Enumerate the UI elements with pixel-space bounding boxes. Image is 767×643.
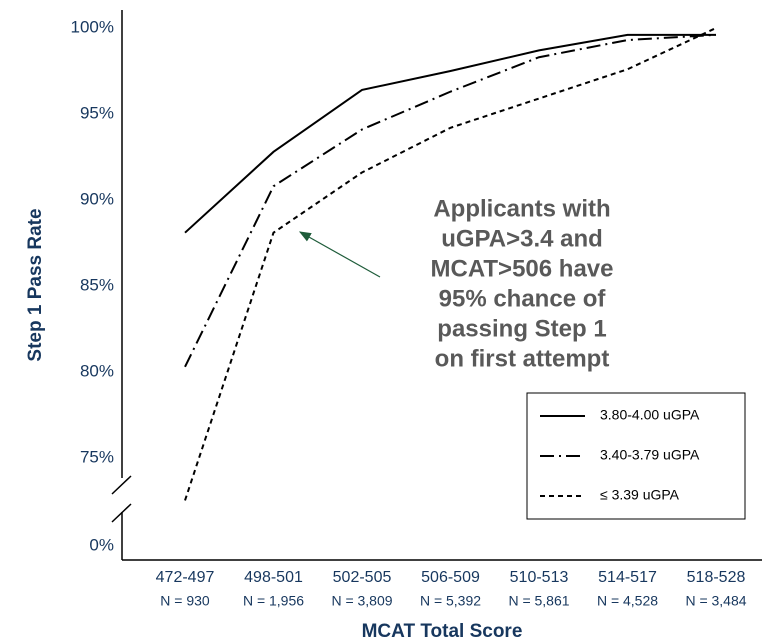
legend-label: ≤ 3.39 uGPA — [600, 487, 680, 503]
annotation: 95% chance of — [439, 285, 607, 312]
x-tick-label: 498-501 — [244, 569, 303, 586]
break-mark — [111, 475, 132, 495]
y-tick-label: 95% — [80, 103, 114, 122]
legend-label: 3.40-3.79 uGPA — [600, 447, 700, 463]
y-tick-label: 85% — [80, 275, 114, 294]
y-tick-label: 80% — [80, 361, 114, 380]
y-tick-label: 0% — [89, 535, 114, 554]
x-tick-label: 472-497 — [156, 569, 215, 586]
legend-label: 3.80-4.00 uGPA — [600, 407, 700, 423]
x-tick-sublabel: N = 930 — [160, 593, 210, 609]
x-tick-label: 514-517 — [598, 569, 657, 586]
x-axis-label: MCAT Total Score — [362, 621, 523, 642]
y-axis-label: Step 1 Pass Rate — [25, 208, 46, 361]
break-mark — [111, 503, 132, 523]
series-line — [184, 33, 716, 234]
x-tick-sublabel: N = 3,809 — [331, 593, 392, 609]
x-tick-sublabel: N = 1,956 — [243, 593, 304, 609]
annotation: passing Step 1 — [437, 315, 606, 342]
x-tick-sublabel: N = 3,484 — [685, 593, 746, 609]
annotation: on first attempt — [435, 345, 610, 372]
y-tick-label: 75% — [80, 447, 114, 466]
x-tick-sublabel: N = 5,861 — [508, 593, 569, 609]
annotation: uGPA>3.4 and — [441, 225, 603, 252]
series-line — [184, 27, 717, 501]
x-tick-label: 506-509 — [421, 569, 480, 586]
x-tick-sublabel: N = 5,392 — [420, 593, 481, 609]
x-tick-sublabel: N = 4,528 — [597, 593, 658, 609]
axis-gap — [116, 478, 128, 512]
x-tick-label: 510-513 — [510, 569, 569, 586]
annotation-arrow — [298, 231, 381, 278]
annotation: Applicants with — [433, 195, 610, 222]
y-tick-label: 100% — [71, 17, 114, 36]
x-tick-label: 518-528 — [687, 569, 746, 586]
x-tick-label: 502-505 — [333, 569, 392, 586]
legend-box — [526, 392, 746, 520]
annotation: MCAT>506 have — [431, 255, 614, 282]
series-line — [184, 33, 717, 368]
y-tick-label: 90% — [80, 189, 114, 208]
